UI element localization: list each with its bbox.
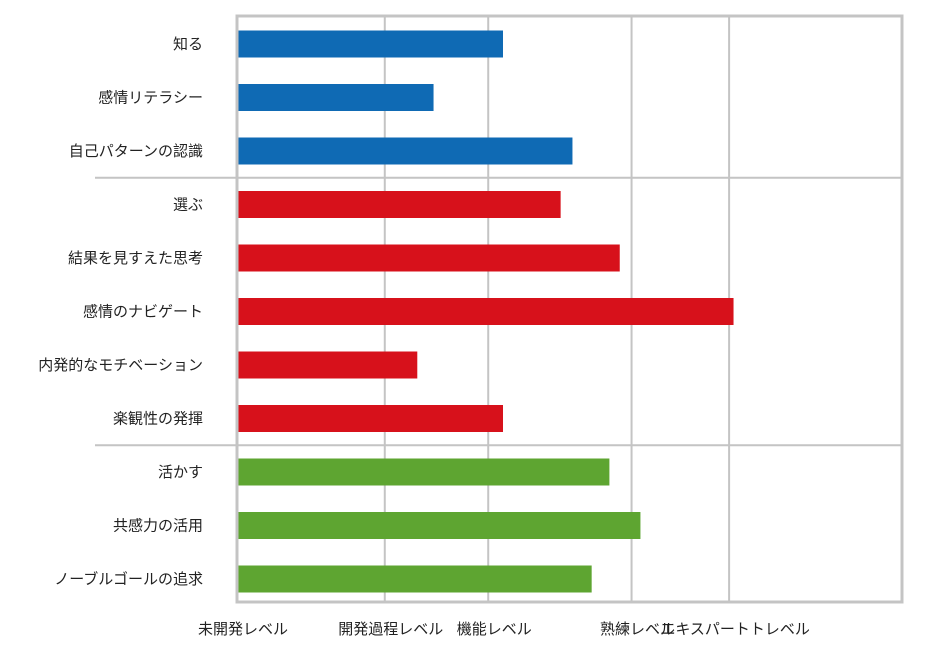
bar (237, 30, 503, 58)
bar (237, 191, 561, 218)
x-tick-label: エキスパートトレベル (660, 620, 810, 638)
category-label: ノーブルゴールの追求 (54, 570, 203, 588)
x-tick-label: 機能レベル (457, 620, 532, 638)
category-label: 楽観性の発揮 (113, 410, 203, 428)
group-separators (95, 176, 902, 447)
bar (237, 512, 641, 539)
bar (237, 137, 573, 165)
category-label: 結果を見すえた思考 (68, 249, 203, 267)
bar (237, 565, 592, 593)
bar (237, 84, 434, 111)
bars (237, 30, 734, 593)
bar (237, 298, 734, 325)
bar (237, 244, 620, 272)
category-label: 活かす (158, 463, 203, 481)
category-label: 選ぶ (173, 196, 203, 214)
category-label: 知る (173, 35, 203, 53)
category-label: 自己パターンの認識 (69, 142, 203, 160)
x-tick-label: 熟練レベル (600, 620, 675, 638)
x-tick-label: 未開発レベル (198, 620, 288, 638)
category-label: 感情リテラシー (98, 89, 203, 107)
category-label: 共感力の活用 (113, 517, 203, 535)
bar (237, 351, 418, 379)
category-labels: 知る感情リテラシー自己パターンの認識選ぶ結果を見すえた思考感情のナビゲート内発的… (38, 35, 203, 588)
bar (237, 405, 503, 432)
category-label: 内発的なモチベーション (38, 356, 203, 374)
plot-frame (235, 14, 904, 604)
x-tick-label: 開発過程レベル (338, 620, 443, 638)
category-label: 感情のナビゲート (83, 303, 203, 321)
bar (237, 458, 610, 486)
